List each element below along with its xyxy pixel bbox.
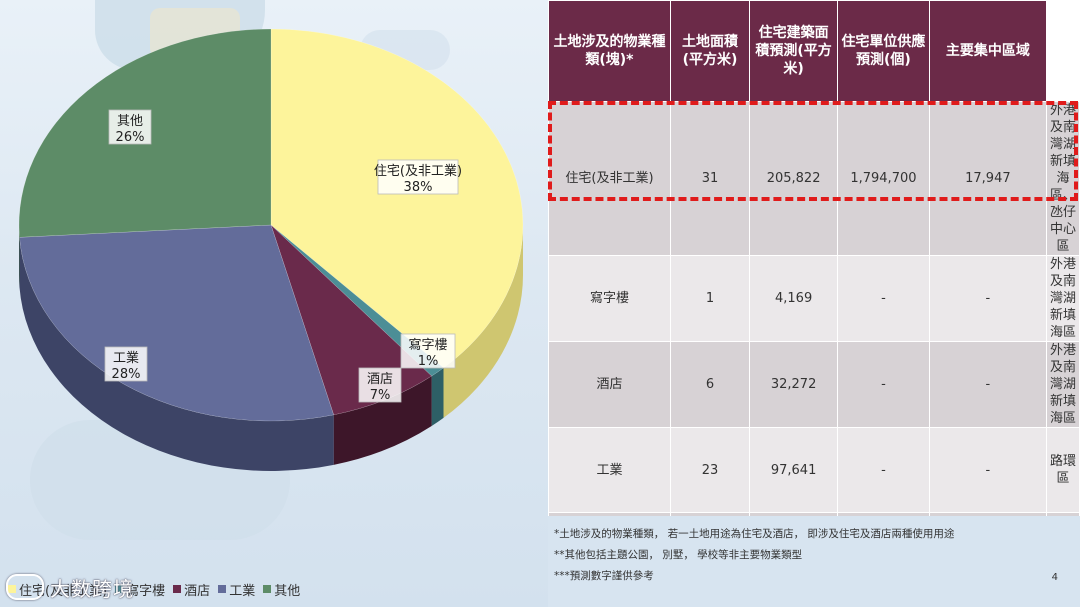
- legend-label: 寫字樓: [126, 583, 166, 599]
- footnote-3: ***預測數字謹供參考: [554, 570, 654, 582]
- table-cell-area: 205,822: [749, 101, 839, 256]
- pie-label-name: 其他: [117, 114, 143, 129]
- table-cell-type: 工業: [548, 427, 671, 513]
- pie-label-name: 住宅(及非工業): [374, 163, 462, 179]
- land-use-table: 土地涉及的物業種類(塊)* 土地面積(平方米) 住宅建築面積預測(平方米) 住宅…: [548, 0, 1080, 572]
- legend-item: 工業: [218, 580, 255, 599]
- table-cell-type: 酒店: [548, 341, 671, 428]
- table-cell-type: 寫字樓: [548, 255, 671, 342]
- table-cell-count: 23: [669, 427, 751, 513]
- legend-swatch-icon: [218, 585, 227, 593]
- pie-slice-3: [19, 224, 334, 422]
- chart-legend: 住宅(及非工業) 寫字樓 酒店 工業 其他: [8, 578, 308, 600]
- table-cell-gfa: -: [837, 255, 930, 342]
- table-cell-region: 外港及南灣湖新填海區: [1046, 341, 1080, 428]
- pie-label-pct: 26%: [116, 130, 145, 145]
- table-cell-count: 31: [669, 101, 751, 256]
- table-cell-gfa: 1,794,700: [837, 101, 930, 256]
- table-cell-region: 路環區: [1046, 427, 1080, 513]
- table-cell-gfa: -: [837, 341, 930, 428]
- data-table-panel: 土地涉及的物業種類(塊)* 土地面積(平方米) 住宅建築面積預測(平方米) 住宅…: [548, 0, 1080, 607]
- pie-data-label-2: 酒店7%: [358, 367, 402, 403]
- legend-label: 其他: [274, 583, 301, 599]
- logo-mark-icon: [6, 574, 44, 600]
- label-box: [400, 333, 456, 369]
- pie-label-pct: 1%: [418, 354, 439, 369]
- pie-data-label-0: 住宅(及非工業)38%: [374, 159, 462, 195]
- header-main-region: 主要集中區域: [928, 0, 1048, 102]
- table-cell-region: 外港及南灣湖新填海區、氹仔中心區: [1046, 101, 1080, 256]
- table-cell-count: 1: [669, 255, 751, 342]
- header-property-type: 土地涉及的物業種類(塊)*: [548, 0, 671, 102]
- label-box: [108, 109, 152, 145]
- pie-label-pct: 7%: [370, 388, 391, 403]
- legend-swatch-icon: [115, 585, 124, 593]
- footnote-1: *土地涉及的物業種類， 若一土地用途為住宅及酒店， 即涉及住宅及酒店兩種使用用途: [554, 528, 955, 540]
- watermark-logo: 大数跨境: [6, 572, 134, 602]
- legend-item: 酒店: [173, 580, 210, 599]
- pie-label-pct: 38%: [404, 180, 433, 195]
- label-box: [377, 159, 459, 195]
- pie-label-name: 寫字樓: [408, 337, 447, 353]
- pie-label-name: 工業: [113, 350, 139, 366]
- legend-swatch-icon: [263, 585, 272, 593]
- label-box: [104, 346, 148, 382]
- legend-item: 其他: [263, 580, 300, 599]
- table-row: 寫字樓 1 4,169- - 外港及南灣湖新填海區: [548, 255, 1080, 342]
- table-cell-units: 17,947: [928, 101, 1048, 256]
- table-cell-count: 6: [669, 341, 751, 428]
- table-cell-units: -: [928, 255, 1048, 342]
- table-cell-region: 外港及南灣湖新填海區: [1046, 255, 1080, 342]
- legend-label: 工業: [229, 583, 256, 599]
- header-residential-gfa: 住宅建築面積預測(平方米): [749, 0, 839, 102]
- table-cell-gfa: -: [837, 427, 930, 513]
- pie-side-酒店: [333, 376, 432, 465]
- table-row: 酒店 6 32,272- - 外港及南灣湖新填海區: [548, 341, 1080, 428]
- table-cell-type: 住宅(及非工業): [548, 101, 671, 256]
- header-unit-supply: 住宅單位供應預測(個): [837, 0, 930, 102]
- footnotes: *土地涉及的物業種類， 若一土地用途為住宅及酒店， 即涉及住宅及酒店兩種使用用途…: [548, 516, 1080, 607]
- table-row: 住宅(及非工業) 31 205,822 1,794,700 17,947 外港及南灣湖新填…: [548, 101, 1080, 256]
- table-cell-area: 4,169: [749, 255, 839, 342]
- footnote-2: **其他包括主題公園， 別墅， 學校等非主要物業類型: [554, 549, 803, 561]
- pie-slice-0: [270, 28, 524, 369]
- pie-side-工業: [19, 237, 334, 471]
- table-header-row: 土地涉及的物業種類(塊)* 土地面積(平方米) 住宅建築面積預測(平方米) 住宅…: [548, 0, 1080, 102]
- table-row: 工業 23 97,641- - 路環區: [548, 427, 1080, 513]
- pie-label-pct: 28%: [112, 367, 141, 382]
- table-cell-units: -: [928, 341, 1048, 428]
- header-land-area: 土地面積(平方米): [669, 0, 751, 102]
- legend-label: 酒店: [184, 583, 211, 599]
- legend-item: 寫字樓: [115, 580, 165, 599]
- pie-side-住宅(及非工業): [443, 225, 523, 418]
- table-cell-area: 32,272: [749, 341, 839, 428]
- table-cell-units: -: [928, 427, 1048, 513]
- watermark-text: 大数跨境: [50, 576, 134, 601]
- pie-side-寫字樓: [431, 367, 444, 427]
- page-number: 4: [1051, 572, 1058, 583]
- label-box: [358, 367, 402, 403]
- pie-label-name: 酒店: [367, 372, 393, 387]
- table-cell-area: 97,641: [749, 427, 839, 513]
- legend-swatch-icon: [173, 585, 182, 593]
